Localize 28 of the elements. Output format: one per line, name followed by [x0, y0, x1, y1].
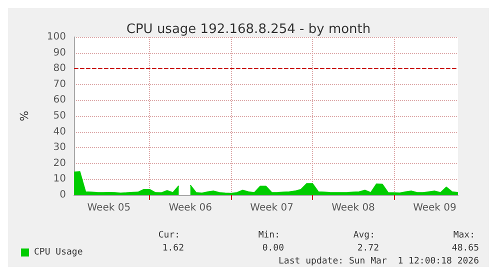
y-axis-title: % — [18, 110, 31, 122]
x-tick-label: Week 08 — [332, 202, 375, 214]
y-tick-label: 70 — [53, 78, 66, 90]
text: Min: — [258, 230, 280, 240]
y-tick-label: 30 — [53, 142, 66, 154]
text: 0.00 — [262, 244, 284, 254]
x-tick-label: Week 07 — [250, 202, 294, 214]
y-tick-label: 90 — [53, 47, 66, 58]
y-tick-label: 50 — [53, 110, 66, 122]
text: 48.65 — [452, 244, 479, 254]
x-tick-label: Week 09 — [413, 202, 456, 214]
x-tick-label: Week 06 — [168, 202, 212, 214]
text: Cur: — [158, 230, 180, 240]
text: Last update: Sun Mar 1 12:00:18 2026 — [278, 256, 479, 266]
text: Max: — [453, 230, 476, 240]
text: 1.62 — [162, 244, 184, 254]
y-tick-label: 40 — [53, 126, 66, 138]
legend-label: CPU Usage — [34, 248, 83, 258]
y-tick-label: 60 — [53, 94, 66, 106]
chart-title: CPU usage 192.168.8.254 - by month — [126, 22, 371, 37]
y-tick-label: 80 — [53, 63, 66, 74]
y-tick-label: 100 — [46, 32, 66, 42]
text: 2.72 — [357, 244, 380, 254]
y-tick-label: 20 — [53, 158, 66, 169]
text: Avg: — [353, 230, 376, 240]
x-tick-label: Week 05 — [87, 202, 131, 214]
y-tick-label: 10 — [53, 174, 66, 185]
y-tick-label: 0 — [60, 190, 66, 200]
